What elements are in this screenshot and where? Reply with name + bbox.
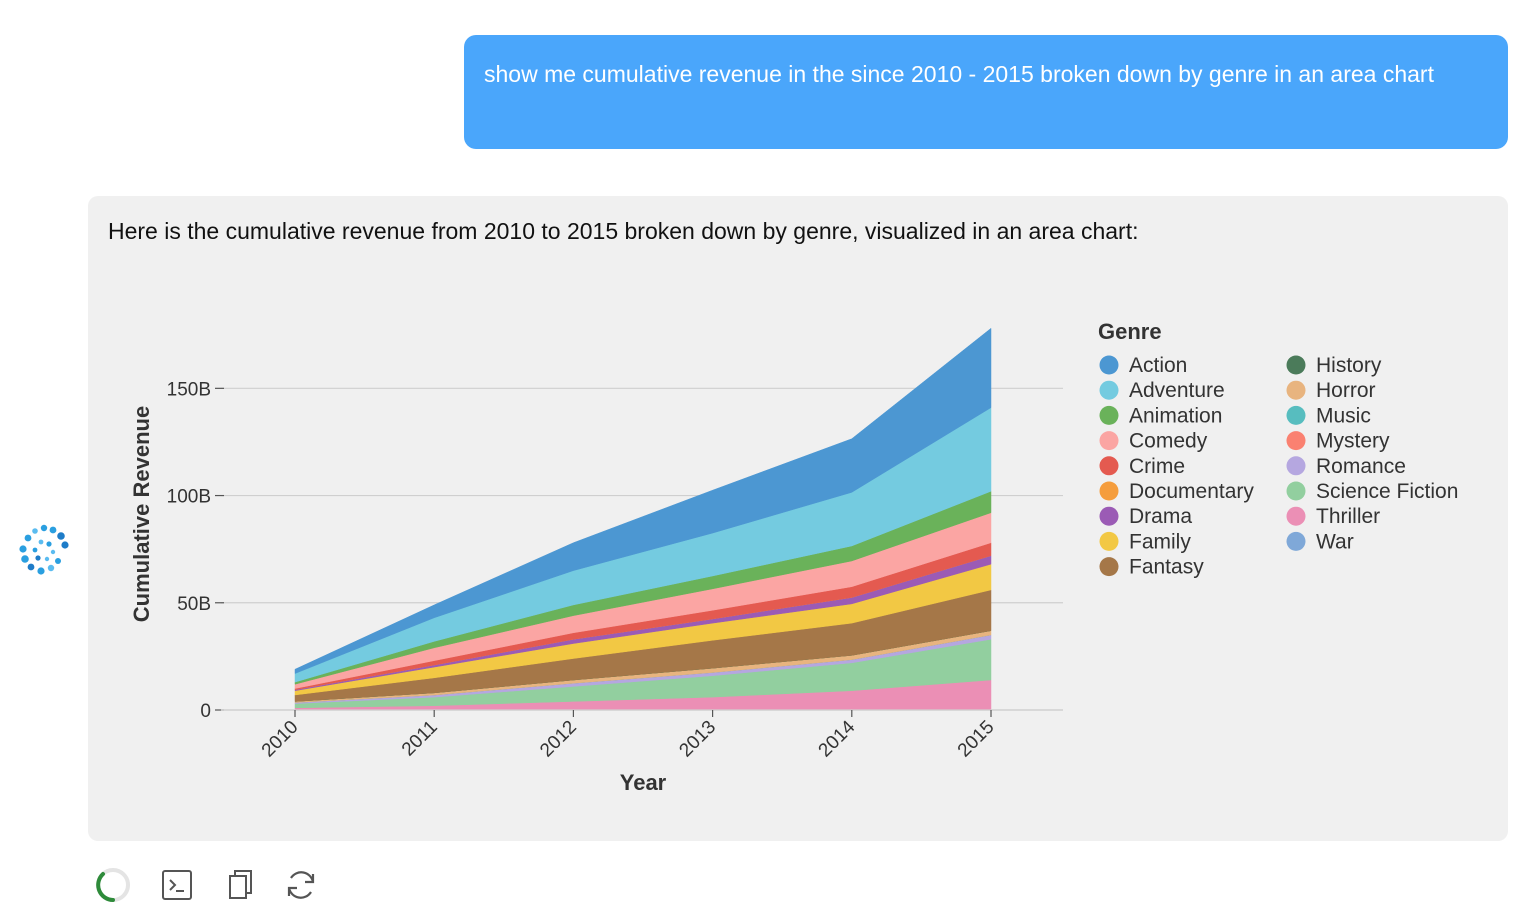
x-tick-label: 2012 [536,717,581,762]
x-tick-label: 2014 [815,716,860,761]
legend-label: Romance [1316,455,1406,478]
legend-label: Music [1316,404,1371,427]
legend-item-action: Action [1099,354,1187,377]
x-tick-label: 2011 [398,717,442,761]
legend-item-war: War [1286,530,1354,553]
legend-label: History [1316,354,1382,377]
area-layers [294,327,992,711]
loading-spinner-icon [92,864,134,906]
legend-item-family: Family [1099,530,1191,553]
legend-item-thriller: Thriller [1286,505,1380,528]
legend-label: Animation [1129,404,1222,427]
legend-swatch [1286,456,1306,476]
legend-item-music: Music [1286,404,1371,427]
legend-label: Drama [1129,505,1192,528]
legend-swatch [1099,557,1119,577]
legend-item-adventure: Adventure [1099,379,1225,402]
assistant-message-card: Here is the cumulative revenue from 2010… [88,196,1508,841]
legend-item-horror: Horror [1286,379,1376,402]
legend-swatch [1099,531,1119,551]
legend-label: Adventure [1129,379,1225,402]
legend-title: Genre [1098,319,1162,344]
legend-swatch [1286,355,1306,375]
legend-swatch [1099,405,1119,425]
legend-label: Mystery [1316,430,1390,453]
refresh-icon [287,871,315,899]
legend-item-documentary: Documentary [1099,480,1254,503]
legend-swatch [1286,431,1306,451]
legend-item-fantasy: Fantasy [1099,556,1204,579]
terminal-icon [162,870,192,900]
user-message-bubble: show me cumulative revenue in the since … [464,35,1508,149]
copy-button[interactable] [218,864,260,906]
refresh-button[interactable] [280,864,322,906]
legend-item-crime: Crime [1099,455,1185,478]
x-tick-label: 2010 [258,717,303,762]
x-tick-label: 2013 [675,717,720,762]
x-tick-label: 2015 [954,717,999,762]
assistant-message-text: Here is the cumulative revenue from 2010… [108,218,1139,244]
legend-label: War [1316,530,1354,553]
legend-swatch [1286,405,1306,425]
bot-avatar-icon [18,523,70,575]
legend-item-mystery: Mystery [1286,430,1390,453]
legend-swatch [1099,456,1119,476]
legend-label: Thriller [1316,505,1380,528]
legend-item-drama: Drama [1099,505,1192,528]
legend-swatch [1099,431,1119,451]
area-action [294,327,992,674]
legend-item-science-fiction: Science Fiction [1286,480,1458,503]
legend-swatch [1099,481,1119,501]
legend-swatch [1286,531,1306,551]
y-axis-title: Cumulative Revenue [129,406,154,622]
y-tick-label: 0 [200,701,211,722]
legend-item-animation: Animation [1099,404,1222,427]
legend-swatch [1286,506,1306,526]
legend-item-romance: Romance [1286,455,1406,478]
legend-label: Fantasy [1129,556,1204,579]
y-tick-label: 50B [177,594,211,615]
legend-label: Documentary [1129,480,1254,503]
x-axis-title: Year [620,770,667,795]
terminal-button[interactable] [156,864,198,906]
y-tick-label: 150B [167,379,211,400]
legend-item-comedy: Comedy [1099,430,1208,453]
legend-swatch [1286,481,1306,501]
legend-label: Science Fiction [1316,480,1458,503]
legend-label: Action [1129,354,1187,377]
legend-item-history: History [1286,354,1382,377]
legend-label: Family [1129,530,1191,553]
legend-label: Horror [1316,379,1376,402]
user-message-text: show me cumulative revenue in the since … [484,61,1434,87]
area-chart: 0 50B 100B 150B 2010 2011 2012 2013 2014 2015 Year… [129,319,1458,795]
copy-icon [229,870,252,899]
x-axis: 2010 2011 2012 2013 2014 2015 [258,710,999,761]
y-tick-label: 100B [167,487,211,508]
legend-swatch [1286,380,1306,400]
legend-swatch [1099,506,1119,526]
legend-swatch [1099,380,1119,400]
legend-label: Crime [1129,455,1185,478]
legend-swatch [1099,355,1119,375]
legend-label: Comedy [1129,430,1208,453]
